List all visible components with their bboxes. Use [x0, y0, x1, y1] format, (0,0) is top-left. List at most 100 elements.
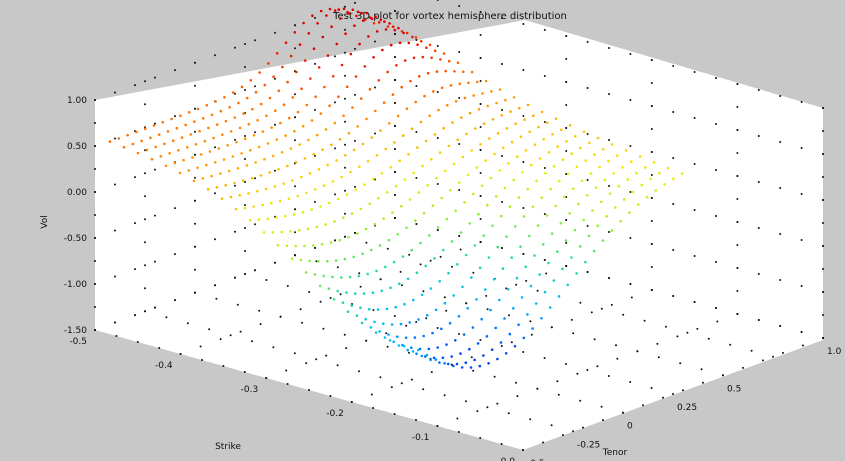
surface-point [612, 172, 615, 175]
grid-dot [194, 130, 196, 133]
grid-dot [374, 40, 376, 43]
surface-point [405, 107, 409, 110]
surface-point [432, 356, 436, 360]
surface-point [495, 101, 498, 105]
surface-point [594, 186, 598, 189]
surface-point [331, 275, 334, 279]
surface-point [413, 336, 417, 339]
grid-dot [239, 330, 242, 333]
surface-point [275, 216, 278, 219]
grid-dot [465, 400, 467, 403]
grid-dot [399, 270, 402, 273]
surface-point [406, 348, 410, 352]
surface-point [322, 274, 326, 278]
surface-point [415, 352, 418, 356]
grid-dot [458, 97, 461, 99]
surface-point [266, 217, 270, 221]
surface-point [559, 221, 563, 225]
grid-dot [608, 139, 610, 141]
grid-dot [315, 358, 318, 361]
surface-point [332, 298, 336, 301]
z-tick-label: -1.50 [64, 326, 88, 336]
grid-dot [299, 308, 302, 311]
surface-point [382, 217, 386, 220]
surface-point [196, 107, 200, 111]
surface-point [262, 231, 266, 234]
surface-point [333, 220, 336, 223]
surface-point [370, 17, 374, 21]
surface-point [286, 80, 289, 84]
surface-point [301, 124, 305, 128]
grid-dot [144, 103, 146, 106]
grid-dot [214, 192, 216, 195]
grid-line-horizontal [94, 171, 396, 285]
surface-point [475, 166, 479, 169]
surface-point [400, 204, 403, 208]
grid-dot [565, 58, 568, 60]
surface-point [318, 284, 322, 288]
surface-point [347, 131, 351, 135]
grid-dot [254, 223, 256, 226]
surface-point [326, 163, 330, 167]
surface-point [295, 70, 298, 74]
surface-point [398, 41, 402, 45]
grid-dot [522, 161, 525, 163]
surface-point [179, 114, 182, 117]
grid-dot [325, 354, 328, 357]
grid-dot [657, 356, 660, 359]
surface-point [207, 126, 210, 130]
surface-point [348, 275, 352, 279]
grid-dot [136, 341, 139, 343]
surface-point [407, 152, 410, 156]
grid-line-floor [94, 329, 524, 451]
surface-point [415, 271, 419, 275]
grid-dot [693, 301, 696, 303]
grid-dot [179, 353, 182, 355]
surface-point [361, 252, 364, 256]
grid-dot [329, 395, 332, 397]
grid-dot [779, 325, 782, 327]
surface-points [108, 7, 684, 369]
surface-point [313, 273, 317, 276]
grid-dot [500, 443, 503, 445]
y-tick-label: 0.25 [677, 403, 697, 413]
surface-point [528, 234, 531, 238]
surface-point [349, 52, 353, 56]
surface-point [306, 227, 310, 231]
surface-point [529, 284, 533, 288]
surface-point [353, 24, 356, 28]
surface-point [340, 175, 344, 179]
grid-dot [650, 387, 653, 389]
surface-point [330, 143, 333, 147]
grid-dot [114, 321, 116, 324]
surface-point [374, 109, 377, 113]
surface-point [533, 143, 537, 146]
surface-point [398, 282, 401, 286]
grid-dot [479, 195, 482, 197]
grid-dot [686, 331, 689, 334]
surface-point [658, 171, 661, 175]
grid-dot [543, 29, 546, 31]
surface-point [551, 133, 554, 136]
surface-point [237, 101, 240, 105]
surface-point [289, 147, 293, 150]
grid-dot [515, 381, 517, 384]
surface-point [345, 291, 348, 294]
surface-point [375, 30, 379, 33]
surface-point [451, 121, 454, 124]
grid-dot [415, 131, 418, 133]
surface-point [263, 157, 266, 161]
surface-point [371, 291, 375, 295]
grid-dot [334, 147, 336, 150]
grid-dot [144, 310, 146, 313]
grid-dot [757, 135, 760, 137]
grid-dot [543, 75, 546, 77]
surface-point [392, 260, 396, 264]
grid-dot [422, 290, 425, 293]
surface-point [455, 362, 459, 366]
surface-point [498, 298, 501, 302]
surface-point [347, 235, 350, 239]
surface-point [178, 171, 182, 175]
surface-point [143, 127, 147, 131]
